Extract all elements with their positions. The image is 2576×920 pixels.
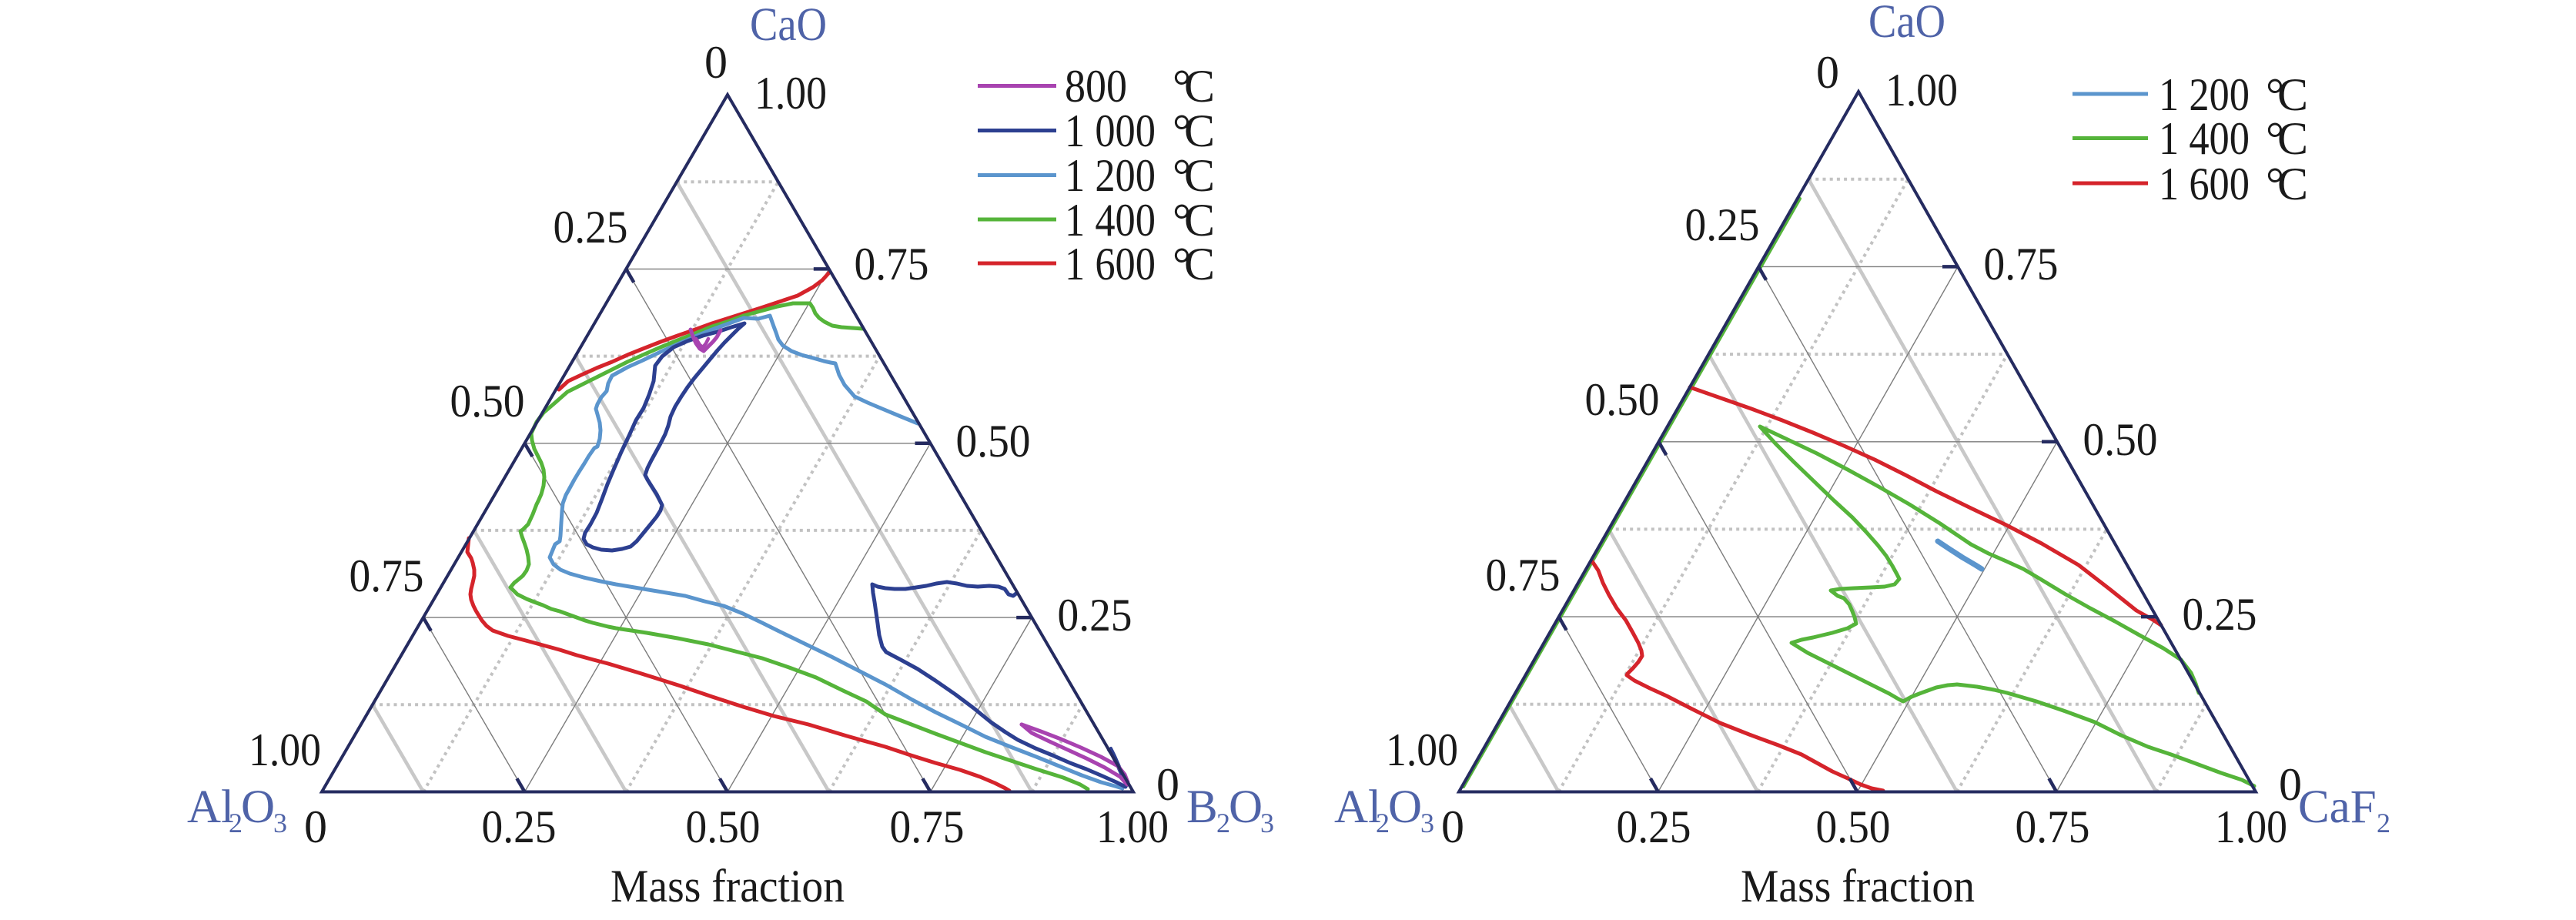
- svg-text:0.50: 0.50: [2083, 414, 2158, 465]
- svg-text:CaO: CaO: [750, 0, 827, 51]
- svg-text:0: 0: [304, 801, 327, 852]
- svg-text:C: C: [1184, 239, 1215, 289]
- svg-text:1.00: 1.00: [249, 724, 321, 775]
- svg-text:1 400: 1 400: [2159, 113, 2250, 164]
- svg-text:0.50: 0.50: [450, 376, 525, 427]
- svg-text:1.00: 1.00: [1885, 65, 1958, 115]
- svg-text:C: C: [2277, 159, 2308, 209]
- svg-text:C: C: [2277, 69, 2308, 120]
- svg-text:Al: Al: [187, 781, 234, 833]
- svg-text:0.75: 0.75: [1486, 550, 1561, 601]
- svg-text:0.25: 0.25: [2183, 589, 2257, 640]
- svg-text:CaO: CaO: [1868, 0, 1945, 48]
- svg-text:0: 0: [1816, 47, 1839, 98]
- svg-text:0: 0: [1156, 759, 1179, 810]
- svg-text:0.25: 0.25: [1617, 801, 1691, 852]
- svg-text:0: 0: [704, 37, 728, 88]
- svg-text:2: 2: [1376, 808, 1390, 838]
- svg-text:0.50: 0.50: [1816, 801, 1891, 852]
- svg-text:0.50: 0.50: [1585, 374, 1660, 425]
- svg-text:0: 0: [2279, 759, 2302, 810]
- svg-text:800: 800: [1065, 61, 1127, 112]
- svg-text:Mass fraction: Mass fraction: [611, 861, 845, 912]
- svg-text:°: °: [2266, 159, 2284, 209]
- svg-text:0.25: 0.25: [482, 801, 557, 852]
- svg-text:°: °: [1173, 195, 1191, 246]
- svg-text:0.75: 0.75: [350, 550, 424, 601]
- svg-text:Al: Al: [1334, 781, 1381, 833]
- svg-text:O: O: [1388, 781, 1422, 833]
- svg-text:1 200: 1 200: [2159, 69, 2250, 120]
- svg-text:0.25: 0.25: [554, 202, 628, 253]
- svg-text:0.25: 0.25: [1685, 199, 1760, 250]
- svg-text:°: °: [1173, 150, 1191, 201]
- svg-text:0.75: 0.75: [2016, 801, 2090, 852]
- svg-text:°: °: [1173, 239, 1191, 289]
- svg-text:0.75: 0.75: [1984, 239, 2059, 289]
- svg-text:3: 3: [1420, 808, 1434, 838]
- svg-text:1 200: 1 200: [1065, 150, 1156, 201]
- svg-text:O: O: [241, 781, 275, 833]
- svg-text:°: °: [1173, 105, 1191, 156]
- svg-text:0.50: 0.50: [956, 416, 1031, 467]
- svg-text:CaF: CaF: [2298, 781, 2377, 833]
- svg-text:1.00: 1.00: [2215, 801, 2287, 852]
- svg-text:C: C: [1184, 105, 1215, 156]
- svg-text:0.50: 0.50: [686, 801, 761, 852]
- svg-text:3: 3: [1260, 808, 1274, 838]
- svg-text:C: C: [2277, 113, 2308, 164]
- svg-text:1 400: 1 400: [1065, 195, 1156, 246]
- svg-text:C: C: [1184, 150, 1215, 201]
- svg-text:2: 2: [1216, 808, 1230, 838]
- svg-text:2: 2: [2377, 808, 2390, 838]
- svg-text:°: °: [2266, 113, 2284, 164]
- svg-text:C: C: [1184, 61, 1215, 112]
- svg-text:1.00: 1.00: [1096, 801, 1169, 852]
- svg-text:1 000: 1 000: [1065, 105, 1156, 156]
- svg-text:0.25: 0.25: [1058, 590, 1132, 641]
- svg-text:B: B: [1186, 781, 1218, 833]
- svg-text:1.00: 1.00: [754, 68, 827, 119]
- svg-text:O: O: [1229, 781, 1263, 833]
- svg-text:°: °: [2266, 69, 2284, 120]
- svg-text:3: 3: [273, 808, 287, 838]
- svg-text:Mass fraction: Mass fraction: [1741, 861, 1975, 912]
- svg-text:°: °: [1173, 61, 1191, 112]
- svg-text:C: C: [1184, 195, 1215, 246]
- svg-text:0: 0: [1441, 801, 1464, 852]
- svg-text:1 600: 1 600: [1065, 239, 1156, 289]
- svg-text:1.00: 1.00: [1386, 724, 1458, 775]
- svg-text:2: 2: [229, 808, 243, 838]
- svg-text:0.75: 0.75: [890, 801, 965, 852]
- svg-text:0.75: 0.75: [855, 239, 929, 289]
- svg-text:1 600: 1 600: [2159, 159, 2250, 209]
